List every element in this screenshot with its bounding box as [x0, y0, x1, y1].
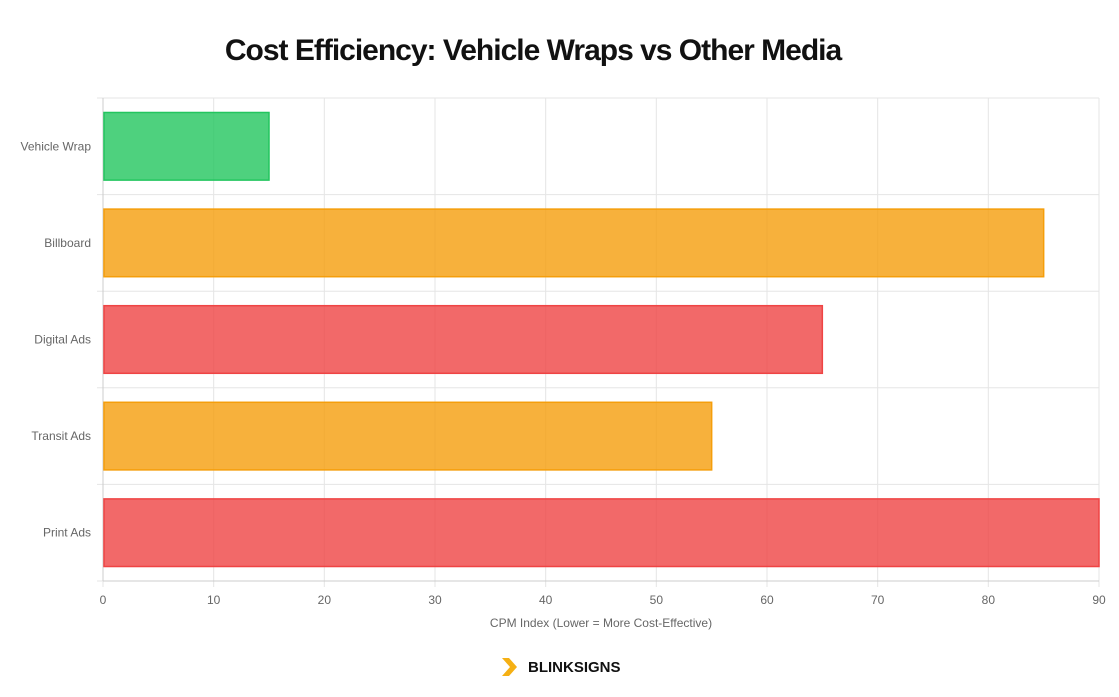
x-tick-label: 80	[982, 593, 996, 607]
x-tick-label: 10	[207, 593, 221, 607]
bar-digital-ads	[103, 304, 824, 375]
y-category-label: Transit Ads	[31, 429, 91, 443]
bar-print-ads	[103, 498, 1100, 568]
brand-name: BLINKSIGNS	[528, 658, 621, 676]
x-tick-label: 30	[428, 593, 442, 607]
bar-chart: 0 10 20 30 40 50 60 70 80 90 Vehicle Wrap Billboard…	[21, 97, 1106, 630]
x-axis-title: CPM Index (Lower = More Cost-Effective)	[490, 616, 712, 630]
x-tick-label: 50	[650, 593, 664, 607]
y-category-label: Billboard	[44, 236, 91, 250]
y-category-label: Vehicle Wrap	[21, 139, 92, 153]
y-category-label: Print Ads	[43, 526, 91, 540]
x-tick-label: 90	[1092, 593, 1106, 607]
x-tick-label: 0	[100, 593, 107, 607]
x-tick-label: 20	[318, 593, 332, 607]
x-tick-label: 60	[760, 593, 774, 607]
bar-vehicle-wrap	[103, 111, 270, 181]
brand-logo: BLINKSIGNS	[500, 657, 621, 677]
bar-billboard	[103, 208, 1045, 278]
chevron-logo-icon	[502, 658, 517, 676]
x-tick-label: 70	[871, 593, 885, 607]
bar-transit-ads	[103, 401, 713, 471]
y-category-label: Digital Ads	[34, 333, 91, 347]
chart-title: Cost Efficiency: Vehicle Wraps vs Other …	[224, 34, 842, 67]
x-tick-label: 40	[539, 593, 553, 607]
